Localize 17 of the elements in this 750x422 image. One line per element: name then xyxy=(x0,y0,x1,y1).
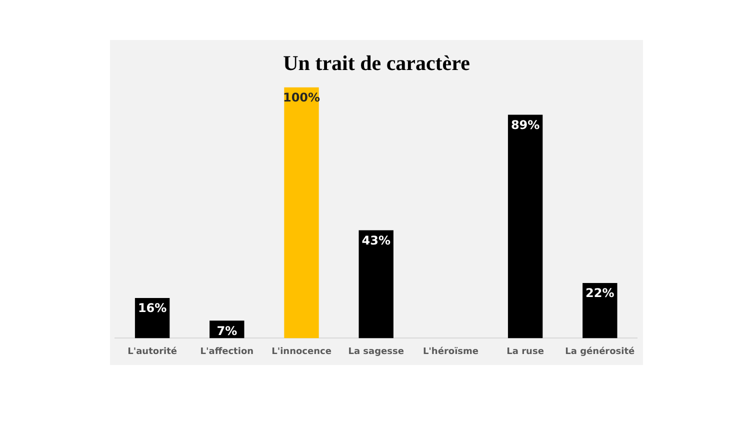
x-tick-label: La générosité xyxy=(565,346,635,357)
bar xyxy=(508,114,543,338)
data-label: 89% xyxy=(510,118,540,132)
bar xyxy=(358,230,394,338)
data-label: 16% xyxy=(138,301,167,316)
bar xyxy=(582,282,618,338)
data-label: 7% xyxy=(216,324,238,338)
x-tick-label: L'autorité xyxy=(128,346,177,357)
x-tick-label: L'héroïsme xyxy=(422,346,478,357)
data-label: 22% xyxy=(586,286,614,300)
x-tick-label: La sagesse xyxy=(348,346,404,357)
x-tick-label: L'innocence xyxy=(272,346,332,357)
chart-title: Un trait de caractère xyxy=(283,51,470,76)
x-tick-label: L'affection xyxy=(200,346,254,357)
x-tick-label: La ruse xyxy=(506,346,544,357)
data-label: 43% xyxy=(362,233,390,248)
bar xyxy=(284,87,319,338)
